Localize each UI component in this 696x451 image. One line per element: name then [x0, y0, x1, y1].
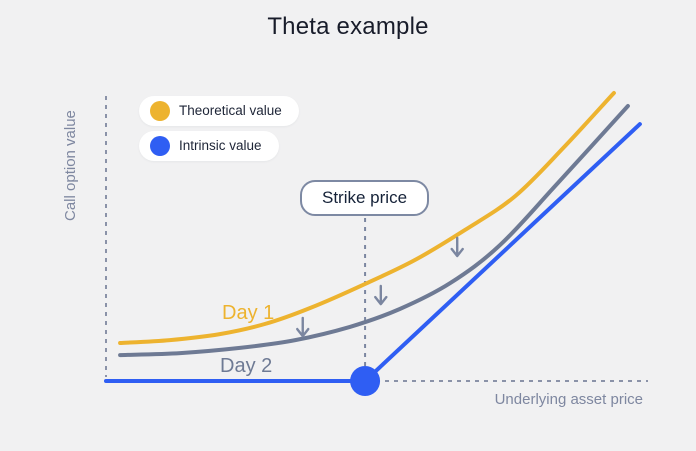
legend-item-label: Theoretical value	[179, 103, 282, 119]
series-intrinsic	[104, 122, 642, 383]
theta-decay-arrow-icon	[296, 316, 310, 338]
x-axis-label: Underlying asset price	[494, 391, 643, 408]
page-title: Theta example	[267, 13, 429, 40]
legend-item-label: Intrinsic value	[179, 138, 262, 154]
series-theoretical-day2	[118, 104, 630, 358]
legend-item-theoretical: Theoretical value	[139, 96, 299, 126]
series-theoretical-day1	[118, 91, 616, 345]
day2-curve-label: Day 2	[220, 355, 273, 377]
theta-decay-arrow-icon	[450, 236, 464, 258]
intrinsic-value-swatch-icon	[150, 136, 170, 156]
day1-curve-label: Day 1	[222, 302, 275, 324]
strike-price-callout: Strike price	[300, 180, 430, 216]
theta-decay-arrow-icon	[374, 284, 388, 306]
legend-item-intrinsic: Intrinsic value	[139, 131, 279, 161]
y-axis-label: Call option value	[62, 110, 79, 222]
strike-kink-dot	[350, 366, 381, 396]
theoretical-value-swatch-icon	[150, 101, 170, 121]
legend: Theoretical value Intrinsic value	[139, 96, 299, 161]
